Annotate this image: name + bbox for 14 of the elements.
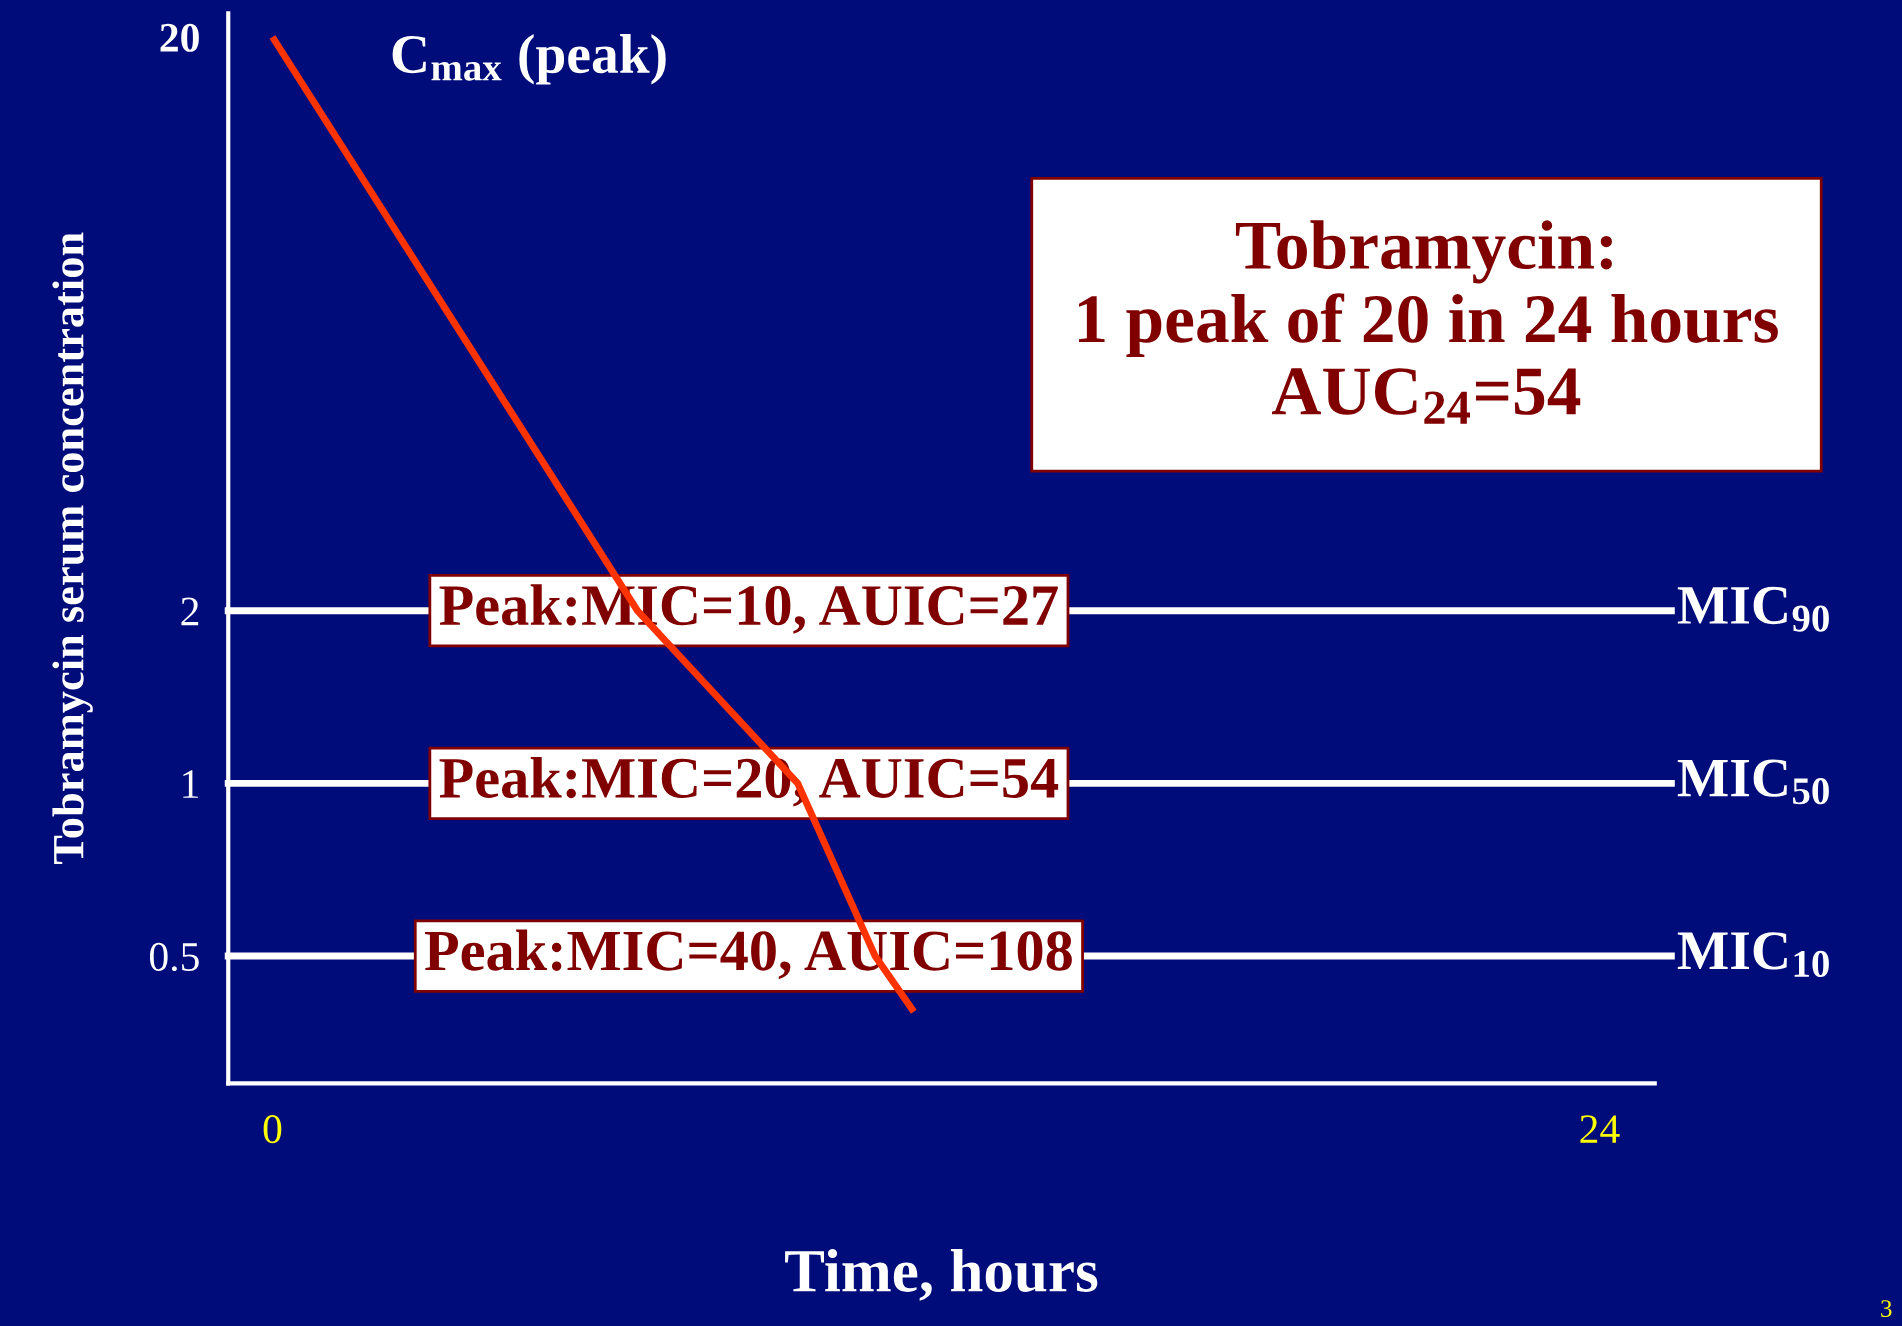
y-axis-title: Tobramycin serum concentration <box>52 232 93 865</box>
y-tick-label: 0.5 <box>149 942 199 972</box>
x-tick-label: 24 <box>1580 1115 1620 1143</box>
y-tick-label: 1 <box>183 770 198 798</box>
y-tick-label: 2 <box>181 597 199 626</box>
annotation: C$_{max}$ (peak) <box>392 34 666 85</box>
y-tick-label: 20 <box>160 23 199 52</box>
annotation: Tobramycin: 1 peak of 20 in 24 hours AUC$_{24}$=54 <box>1079 220 1778 424</box>
text: 3 <box>1881 1300 1892 1317</box>
ref-line-label: MIC$_{50}$ <box>1677 759 1829 805</box>
x-tick-label: 0 <box>263 1115 282 1144</box>
x-axis-title: Time, hours <box>785 1248 1098 1301</box>
ref-line-label: MIC$_{90}$ <box>1677 586 1829 632</box>
ref-line-label: MIC$_{10}$ <box>1677 932 1829 978</box>
